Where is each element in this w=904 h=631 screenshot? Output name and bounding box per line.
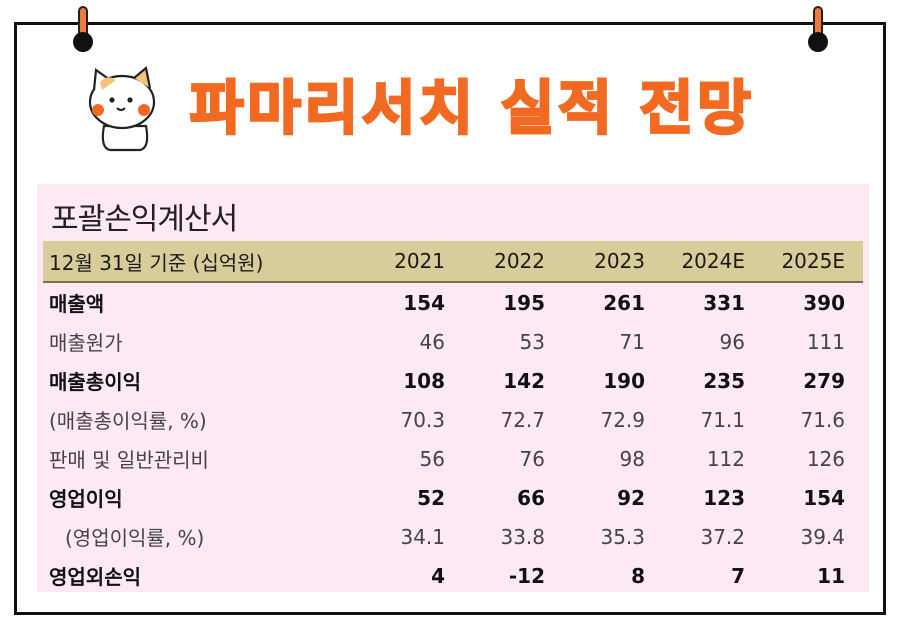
row-value: 35.3 <box>600 524 645 549</box>
year-header: 2022 <box>494 249 545 273</box>
row-value: 34.1 <box>400 524 445 549</box>
statement-title: 포괄손익계산서 <box>51 202 238 237</box>
binder-pin-icon <box>805 6 831 52</box>
row-label: (매출총이익률, %) <box>49 409 207 433</box>
row-value: 123 <box>703 485 745 510</box>
row-value: 126 <box>806 446 845 471</box>
row-label: 판매 및 일반관리비 <box>49 448 209 472</box>
row-value: 108 <box>403 368 445 393</box>
row-value: 154 <box>403 290 445 315</box>
row-value: 53 <box>519 329 545 354</box>
row-value: 66 <box>517 485 545 510</box>
row-label: (영업이익률, %) <box>65 526 205 550</box>
table-row: (영업이익률, %) 34.1 33.8 35.3 37.2 39.4 <box>43 517 863 556</box>
cat-mascot-icon <box>88 65 156 152</box>
table-row: 매출원가 46 53 71 96 111 <box>43 322 863 361</box>
row-value: 11 <box>817 563 845 588</box>
row-value: 96 <box>719 329 745 354</box>
row-value: 190 <box>603 368 645 393</box>
row-value: 72.9 <box>600 407 645 432</box>
row-value: 111 <box>806 329 845 354</box>
row-value: 37.2 <box>700 524 745 549</box>
table-row: 영업외손익 4 -12 8 7 11 <box>43 556 863 595</box>
row-value: 71.1 <box>700 407 745 432</box>
row-value: 279 <box>803 368 845 393</box>
row-value: 331 <box>703 290 745 315</box>
row-label: 매출액 <box>49 292 105 316</box>
row-label: 영업이익 <box>49 487 123 511</box>
row-value: 4 <box>431 563 445 588</box>
row-value: 39.4 <box>800 524 845 549</box>
row-value: 195 <box>503 290 545 315</box>
row-value: 71.6 <box>800 407 845 432</box>
year-header: 2021 <box>394 249 445 273</box>
row-label: 매출원가 <box>49 331 123 355</box>
page-title: 파마리서치 실적 전망 <box>189 73 755 144</box>
row-value: 261 <box>603 290 645 315</box>
row-value: 8 <box>631 563 645 588</box>
row-value: 98 <box>619 446 645 471</box>
table-row: 판매 및 일반관리비 56 76 98 112 126 <box>43 439 863 478</box>
year-header: 2025E <box>781 249 845 273</box>
year-header: 2024E <box>681 249 745 273</box>
income-statement-panel: 포괄손익계산서 12월 31일 기준 (십억원) 2021 2022 2023 … <box>37 184 869 592</box>
row-value: 235 <box>703 368 745 393</box>
row-value: 76 <box>519 446 545 471</box>
row-value: 142 <box>503 368 545 393</box>
row-value: 46 <box>419 329 445 354</box>
table-row: 매출액 154 195 261 331 390 <box>43 283 863 322</box>
binder-pin-icon <box>70 6 96 52</box>
row-value: 56 <box>419 446 445 471</box>
table-row: 영업이익 52 66 92 123 154 <box>43 478 863 517</box>
row-value: 71 <box>619 329 645 354</box>
row-value: 7 <box>731 563 745 588</box>
header-label: 12월 31일 기준 (십억원) <box>49 250 264 275</box>
row-value: 92 <box>617 485 645 510</box>
row-value: 33.8 <box>500 524 545 549</box>
row-label: 매출총이익 <box>49 370 141 394</box>
row-value: 72.7 <box>500 407 545 432</box>
row-value: 112 <box>706 446 745 471</box>
table-row: 매출총이익 108 142 190 235 279 <box>43 361 863 400</box>
row-value: 154 <box>803 485 845 510</box>
row-value: -12 <box>508 563 545 588</box>
year-header: 2023 <box>594 249 645 273</box>
row-value: 52 <box>417 485 445 510</box>
table-row: (매출총이익률, %) 70.3 72.7 72.9 71.1 71.6 <box>43 400 863 439</box>
row-value: 70.3 <box>400 407 445 432</box>
row-value: 390 <box>803 290 845 315</box>
row-label: 영업외손익 <box>49 565 141 589</box>
table-header: 12월 31일 기준 (십억원) 2021 2022 2023 2024E 20… <box>43 241 863 283</box>
